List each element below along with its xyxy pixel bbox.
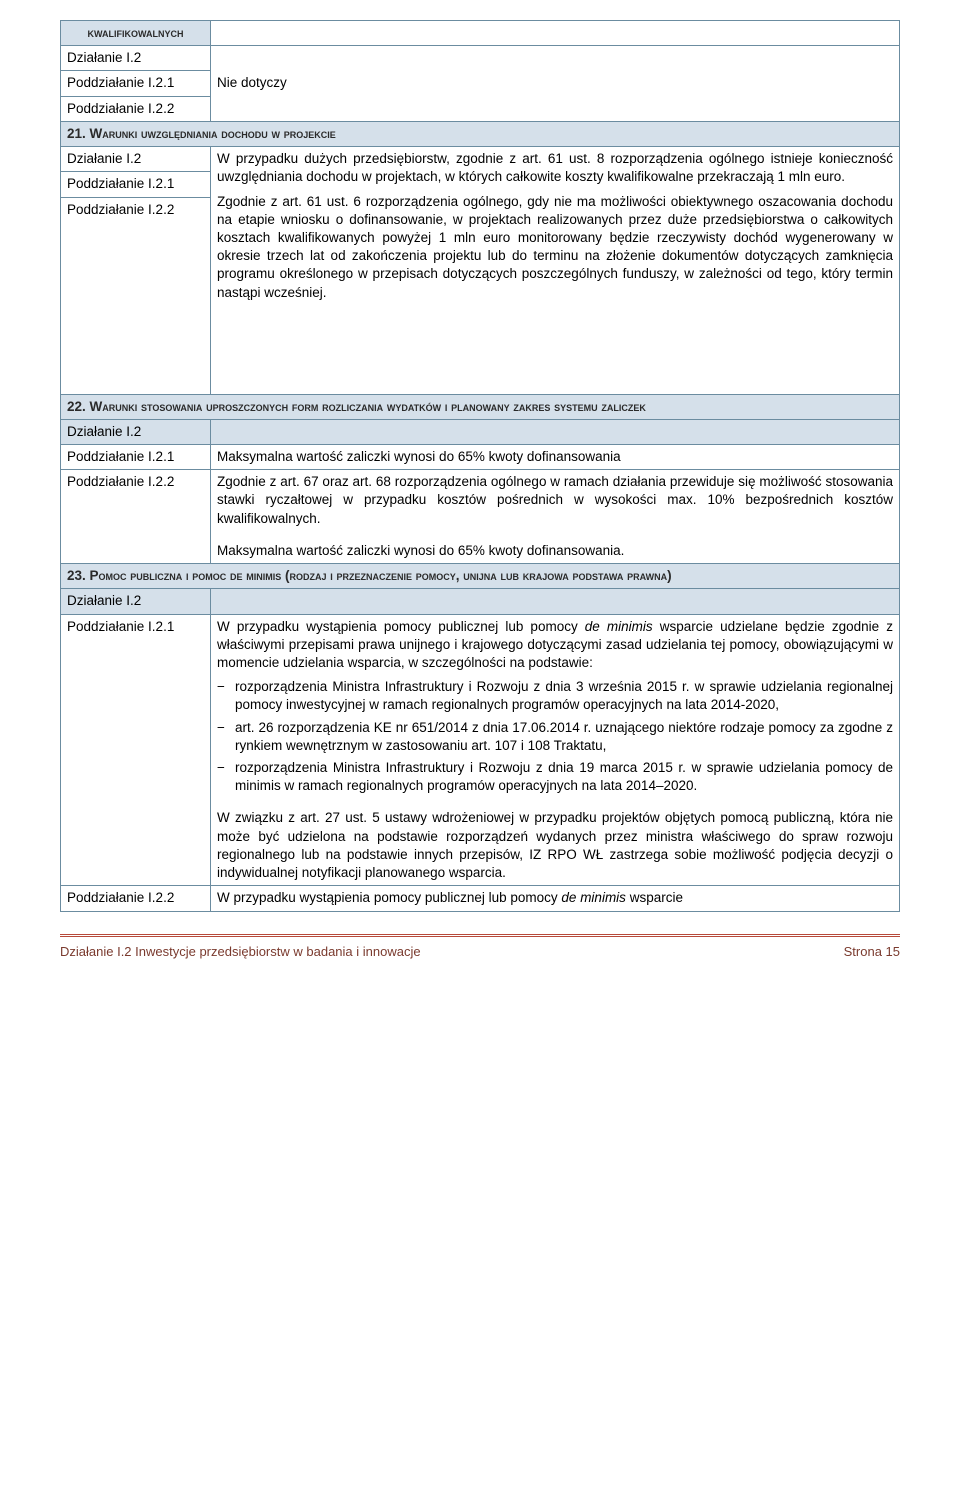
s23-last: W przypadku wystąpienia pomocy publiczne…	[211, 886, 900, 911]
section-23-header: 23. Pomoc publiczna i pomoc de minimis (…	[61, 564, 900, 589]
s23-intro-em: de minimis	[585, 619, 653, 634]
s22-r3: Zgodnie z art. 67 oraz art. 68 rozporząd…	[211, 470, 900, 564]
s22-label-pod2: Poddziałanie I.2.2	[61, 470, 211, 564]
s22-label-pod1: Poddziałanie I.2.1	[61, 444, 211, 469]
s23-label-pod1: Poddziałanie I.2.1	[61, 614, 211, 886]
s23-li2: art. 26 rozporządzenia KE nr 651/2014 z …	[235, 719, 893, 755]
s22-empty	[211, 419, 900, 444]
s21-p2: Zgodnie z art. 61 ust. 6 rozporządzenia …	[217, 193, 893, 302]
s23-closing: W związku z art. 27 ust. 5 ustawy wdroże…	[217, 809, 893, 882]
s21-content: W przypadku dużych przedsiębiorstw, zgod…	[211, 147, 900, 394]
footer-right: Strona 15	[844, 943, 900, 961]
row-kwalifikowalnych: kwalifikowalnych	[61, 21, 211, 46]
s23-label-dzialanie: Działanie I.2	[61, 589, 211, 614]
value-nie-dotyczy: Nie dotyczy	[211, 46, 900, 122]
s23-label-pod2: Poddziałanie I.2.2	[61, 886, 211, 911]
s22-label-dzialanie: Działanie I.2	[61, 419, 211, 444]
s23-list: rozporządzenia Ministra Infrastruktury i…	[217, 678, 893, 795]
s23-li1: rozporządzenia Ministra Infrastruktury i…	[235, 678, 893, 714]
section-21-header: 21. Warunki uwzględniania dochodu w proj…	[61, 121, 900, 146]
s21-label-pod2: Poddziałanie I.2.2	[61, 197, 211, 394]
s23-intro: W przypadku wystąpienia pomocy publiczne…	[217, 618, 893, 673]
footer-left: Działanie I.2 Inwestycje przedsiębiorstw…	[60, 943, 421, 961]
page-footer: Działanie I.2 Inwestycje przedsiębiorstw…	[60, 934, 900, 961]
page: kwalifikowalnych Działanie I.2 Nie dotyc…	[0, 0, 960, 990]
label-poddzialanie-2: Poddziałanie I.2.2	[61, 96, 211, 121]
empty-cell	[211, 21, 900, 46]
s23-intro-a: W przypadku wystąpienia pomocy publiczne…	[217, 619, 585, 634]
s21-label-dzialanie: Działanie I.2	[61, 147, 211, 172]
s21-label-pod1: Poddziałanie I.2.1	[61, 172, 211, 197]
s22-r3b: Maksymalna wartość zaliczki wynosi do 65…	[217, 542, 893, 560]
s23-last-a: W przypadku wystąpienia pomocy publiczne…	[217, 890, 561, 905]
s23-li3: rozporządzenia Ministra Infrastruktury i…	[235, 759, 893, 795]
s23-empty	[211, 589, 900, 614]
s21-p1: W przypadku dużych przedsiębiorstw, zgod…	[217, 150, 893, 186]
section-22-header: 22. Warunki stosowania uproszczonych for…	[61, 394, 900, 419]
s23-last-em: de minimis	[561, 890, 626, 905]
s22-r3a: Zgodnie z art. 67 oraz art. 68 rozporząd…	[217, 473, 893, 528]
label-poddzialanie-1: Poddziałanie I.2.1	[61, 71, 211, 96]
s22-r2: Maksymalna wartość zaliczki wynosi do 65…	[211, 444, 900, 469]
document-table: kwalifikowalnych Działanie I.2 Nie dotyc…	[60, 20, 900, 912]
label-dzialanie: Działanie I.2	[61, 46, 211, 71]
s23-last-b: wsparcie	[626, 890, 683, 905]
s23-content: W przypadku wystąpienia pomocy publiczne…	[211, 614, 900, 886]
